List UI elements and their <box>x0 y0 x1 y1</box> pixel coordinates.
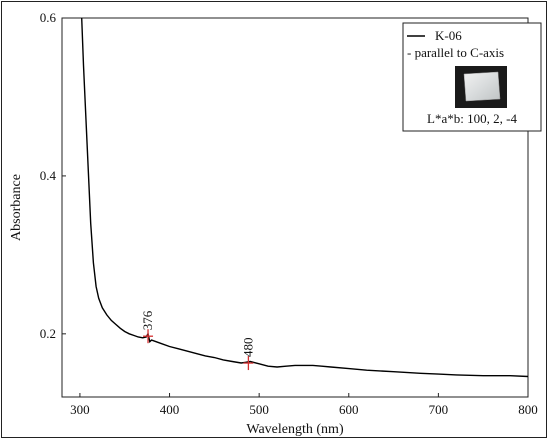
x-tick-label: 800 <box>518 402 538 417</box>
y-axis-ticks: 0.2 0.4 0.6 <box>40 10 66 341</box>
plot-area <box>61 17 529 398</box>
y-tick-label: 0.6 <box>40 10 57 25</box>
x-tick-label: 700 <box>429 402 449 417</box>
x-tick-label: 500 <box>249 402 269 417</box>
legend: K-06 - parallel to C-axis L*a*b: 100, 2,… <box>402 22 542 132</box>
peak-label: 480 <box>240 338 255 358</box>
y-axis-label: Absorbance <box>9 174 24 241</box>
sample-photo <box>455 66 507 108</box>
legend-entry-orientation: - parallel to C-axis <box>407 45 504 60</box>
x-axis-label: Wavelength (nm) <box>246 422 344 437</box>
series-line-k06 <box>81 17 529 378</box>
legend-entry-k06: K-06 <box>435 28 462 43</box>
lab-color-note: L*a*b: 100, 2, -4 <box>427 111 517 126</box>
peak-annotations: 376 480 <box>140 310 255 371</box>
peak-label: 376 <box>140 310 155 330</box>
x-axis-ticks: 300 400 500 600 700 800 <box>70 393 538 417</box>
x-tick-label: 300 <box>70 402 90 417</box>
x-tick-label: 600 <box>339 402 359 417</box>
x-tick-label: 400 <box>160 402 180 417</box>
y-tick-label: 0.2 <box>40 326 56 341</box>
y-tick-label: 0.4 <box>40 168 57 183</box>
